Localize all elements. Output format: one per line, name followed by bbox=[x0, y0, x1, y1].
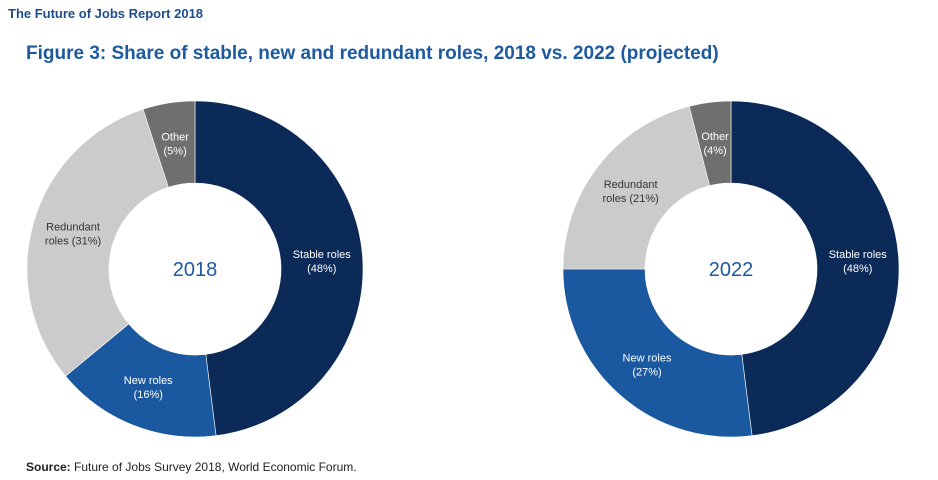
slice-other bbox=[142, 100, 196, 188]
slice-label-stable: Stable roles (48%) bbox=[829, 249, 888, 275]
source-text: Future of Jobs Survey 2018, World Econom… bbox=[74, 460, 357, 474]
slice-label-new: New roles (27%) bbox=[623, 352, 672, 378]
slice-label-redundant: Redundant roles (21%) bbox=[603, 179, 659, 205]
slice-label-stable: Stable roles (48%) bbox=[293, 249, 352, 275]
donut-center-label: 2018 bbox=[173, 259, 218, 281]
slice-other bbox=[688, 100, 732, 187]
slice-stable bbox=[730, 100, 900, 437]
slice-stable bbox=[194, 100, 364, 437]
slice-new bbox=[562, 268, 753, 438]
donut-center-label: 2022 bbox=[709, 259, 754, 281]
donut-chart-2022: Stable roles (48%) New roles (27%) Redundant… bbox=[562, 100, 900, 438]
figure-title: Figure 3: Share of stable, new and redun… bbox=[26, 43, 719, 64]
slice-redundant bbox=[562, 105, 710, 270]
slice-label-other: Other (4%) bbox=[701, 131, 729, 157]
slice-label-new: New roles (16%) bbox=[124, 375, 173, 401]
slice-label-other: Other (5%) bbox=[161, 132, 189, 158]
slice-redundant bbox=[26, 108, 169, 377]
report-title: The Future of Jobs Report 2018 bbox=[8, 6, 204, 21]
source-label: Source: bbox=[26, 460, 71, 474]
donut-chart-2018: Stable roles (48%) New roles (16%) Redundant… bbox=[26, 100, 364, 438]
source-note: Source: Future of Jobs Survey 2018, Worl… bbox=[26, 460, 357, 474]
slice-label-redundant: Redundant roles (31%) bbox=[45, 222, 101, 248]
